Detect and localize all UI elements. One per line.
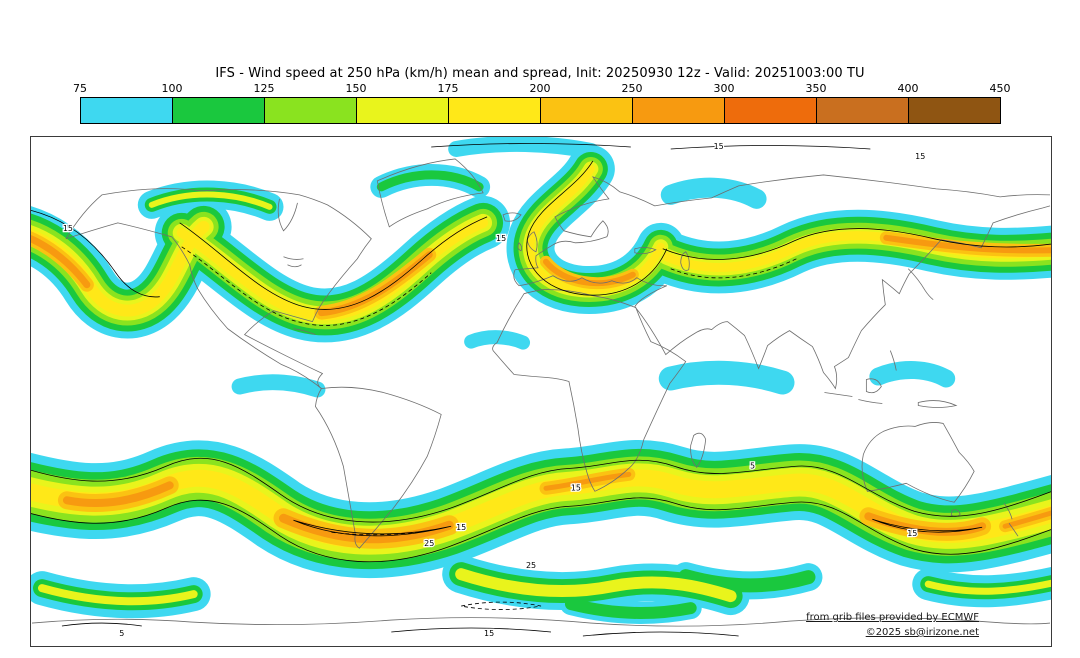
colorbar-tick: 300 [713, 82, 735, 95]
colorbar-segment [817, 98, 909, 123]
colorbar-segment [173, 98, 265, 123]
contour-label: 15 [915, 152, 925, 161]
world-wind-map: 15 15 15 15 25 25 15 5 15 15 15 5 [31, 137, 1051, 640]
colorbar-tick: 75 [73, 82, 87, 95]
colorbar-segment [725, 98, 817, 123]
contour-label: 15 [484, 629, 494, 638]
contour-label: 15 [63, 224, 73, 233]
contour-label: 5 [119, 629, 124, 638]
colorbar-segment [449, 98, 541, 123]
colorbar-tick: 125 [253, 82, 275, 95]
colorbar-tick: 100 [161, 82, 183, 95]
colorbar-tick: 400 [897, 82, 919, 95]
colorbar-tick: 250 [621, 82, 643, 95]
spread-contours [31, 143, 1051, 637]
colorbar-segment [265, 98, 357, 123]
colorbar-tick: 450 [989, 82, 1011, 95]
colorbar: 75 100 125 150 175 200 250 300 350 400 4… [73, 82, 1011, 124]
colorbar-tick: 150 [345, 82, 367, 95]
contour-label: 25 [424, 539, 434, 548]
coastlines [31, 158, 1051, 627]
colorbar-segment [909, 98, 1000, 123]
colorbar-tick: 200 [529, 82, 551, 95]
contour-label: 15 [456, 523, 466, 532]
colorbar-segment [357, 98, 449, 123]
contour-label: 15 [907, 529, 917, 538]
attribution-ecmwf-link[interactable]: from grib files provided by ECMWF [806, 612, 979, 623]
contour-label: 5 [750, 461, 755, 470]
attribution: from grib files provided by ECMWF ©2025 … [806, 610, 979, 640]
contour-label: 15 [496, 234, 506, 243]
contour-label: 25 [526, 561, 536, 570]
attribution-copyright-link[interactable]: ©2025 sb@irizone.net [865, 627, 979, 638]
contour-label: 15 [714, 142, 724, 151]
colorbar-bar [80, 97, 1001, 124]
colorbar-segment [541, 98, 633, 123]
map-panel: 15 15 15 15 25 25 15 5 15 15 15 5 from g… [30, 136, 1052, 647]
colorbar-segment [81, 98, 173, 123]
contour-label: 15 [571, 483, 581, 492]
colorbar-ticks: 75 100 125 150 175 200 250 300 350 400 4… [73, 82, 1011, 96]
wind-bands [31, 137, 1051, 624]
contour-labels: 15 15 15 15 25 25 15 5 15 15 15 5 [62, 141, 927, 640]
chart-title: IFS - Wind speed at 250 hPa (km/h) mean … [215, 66, 865, 81]
colorbar-segment [633, 98, 725, 123]
colorbar-tick: 350 [805, 82, 827, 95]
colorbar-tick: 175 [437, 82, 459, 95]
